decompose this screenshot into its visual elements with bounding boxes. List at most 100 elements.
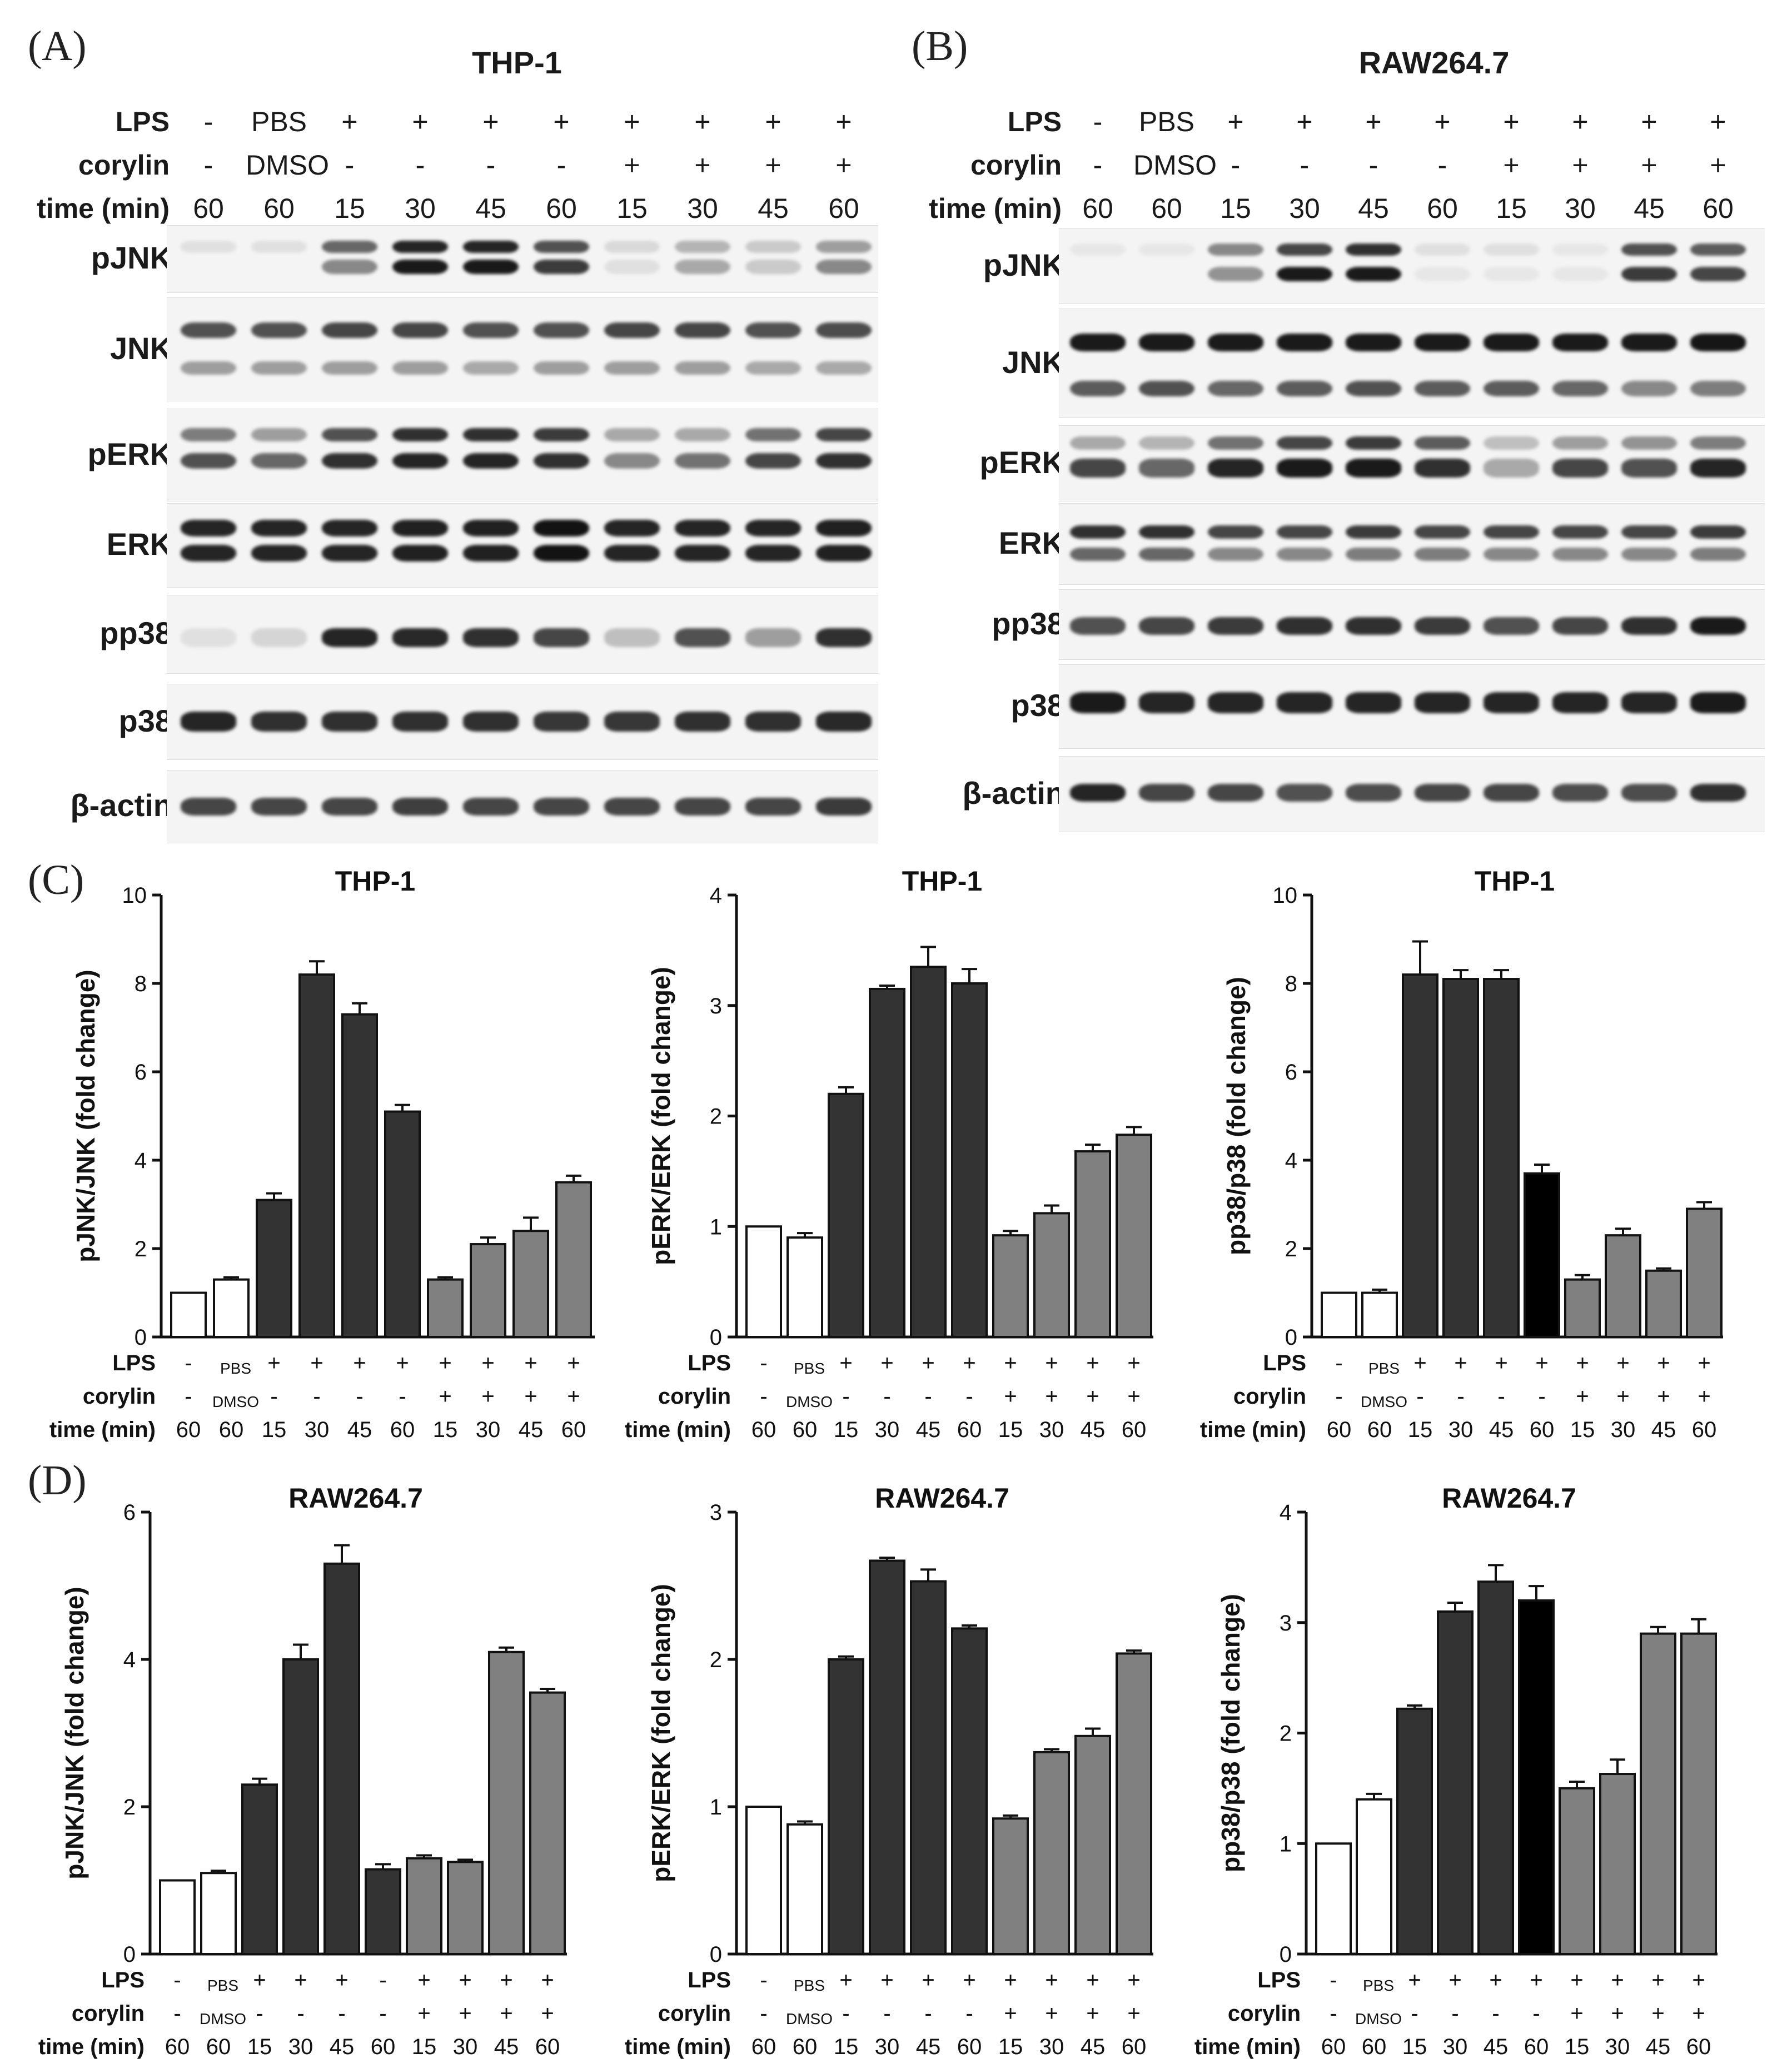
blot-band [816,545,872,561]
category-cell: - [1457,1384,1464,1409]
blot-band [1346,243,1401,256]
blot-band [816,453,872,469]
blot-a-label-perk: pERK [87,436,172,471]
blot-band [1277,692,1332,713]
y-tick-label: 4 [123,1648,136,1672]
blot-band [1484,334,1539,351]
category-cell: + [1127,1968,1140,1992]
y-tick-label: 3 [1280,1611,1292,1635]
blot-b-row-0-cell: - [1093,106,1103,137]
category-cell: 30 [1039,2035,1064,2059]
bar [406,1857,442,1955]
blot-band [1139,381,1194,396]
blot-band [534,260,589,274]
category-cell: 45 [330,2035,355,2059]
blot-a-row-1-cell: + [835,150,852,181]
y-tick-label: 0 [135,1325,147,1350]
blot-band [534,545,589,561]
category-cell: - [173,2001,181,2026]
blot-b-row-2-cell: 30 [1565,193,1596,224]
bar [323,1562,360,1955]
category-cell: + [880,1351,893,1375]
blot-band [1415,784,1470,802]
blot-band [675,628,730,647]
category-cell: - [760,1351,767,1375]
y-axis-label: pERK/ERK (fold change) [646,967,675,1265]
category-cell: 45 [916,1418,941,1442]
blot-band [1070,334,1126,351]
blot-band [181,241,236,253]
category-cell: + [1086,2001,1099,2026]
category-cell: - [760,1968,767,1992]
blot-band [1139,692,1194,713]
y-tick-label: 2 [1285,1237,1297,1261]
blot-band [1621,334,1677,351]
category-cell: 60 [751,1418,776,1442]
y-tick-label: 8 [135,972,147,996]
blot-band [1070,243,1126,256]
bar [1033,1751,1070,1955]
blot-band [1277,436,1332,450]
category-cell: 60 [561,1418,586,1442]
category-cell: + [524,1384,537,1409]
blot-band [1415,436,1470,450]
blot-band [1690,243,1746,256]
category-cell: + [310,1351,323,1375]
category-cell: + [1657,1351,1670,1375]
blot-a-strip-jnk [167,297,878,401]
blot-b-row-2-cell: 15 [1496,193,1527,224]
bar [1605,1234,1641,1338]
y-tick-label: 0 [1280,1942,1292,1967]
blot-b-title: RAW264.7 [1358,45,1510,80]
blot-b-row-2-cell: 60 [1082,193,1113,224]
category-cell: 60 [1327,1418,1352,1442]
category-cell: + [839,1968,852,1992]
blot-band [181,628,236,647]
blot-band [1139,459,1194,478]
category-cell: + [839,1351,852,1375]
blot-band [1690,548,1746,561]
category-cell: + [1045,2001,1058,2026]
bar [365,1868,401,1955]
y-tick-label: 4 [1285,1149,1297,1173]
y-tick-label: 6 [135,1060,147,1085]
blot-band [463,712,519,732]
blot-band [1139,243,1194,256]
blot-band [1346,459,1401,478]
blot-band [1139,334,1194,351]
category-cell: - [1330,2001,1337,2026]
blot-band [1621,459,1677,478]
category-cell: + [417,2001,430,2026]
blot-band [1690,459,1746,478]
y-tick-label: 2 [1280,1722,1292,1746]
category-cell: + [1692,1968,1705,1992]
blot-band [604,520,660,536]
blot-a-row-2-cell: 60 [263,193,295,224]
category-cell: DMSO [786,1393,833,1410]
blot-b-row-1-cell: - [1093,150,1103,181]
bar [427,1278,464,1338]
blot-band [534,712,589,732]
bar [1483,978,1520,1339]
y-tick-label: 0 [1285,1325,1297,1350]
category-cell: + [1408,1968,1421,1992]
blot-band [1346,381,1401,396]
category-cell: 15 [262,1418,287,1442]
bar [282,1658,319,1955]
blot-band [1484,525,1539,539]
blot-band [816,241,872,253]
blot-b-label-pp38: pp38 [992,605,1064,641]
category-cell: 60 [1367,1418,1392,1442]
blot-band [1415,334,1470,351]
category-cell: + [1698,1351,1710,1375]
category-cell: 45 [1484,2035,1509,2059]
blot-band [1277,459,1332,478]
blot-b-row-0-cell: PBS [1138,106,1195,137]
blot-band [463,520,519,536]
category-cell: + [1004,1384,1017,1409]
blot-b-row-1-cell: + [1710,150,1726,181]
y-axis-label: pJNK/JNK (fold change) [71,970,100,1262]
blot-band [1621,692,1677,713]
category-cell: - [883,2001,890,2026]
category-cell: + [439,1351,451,1375]
